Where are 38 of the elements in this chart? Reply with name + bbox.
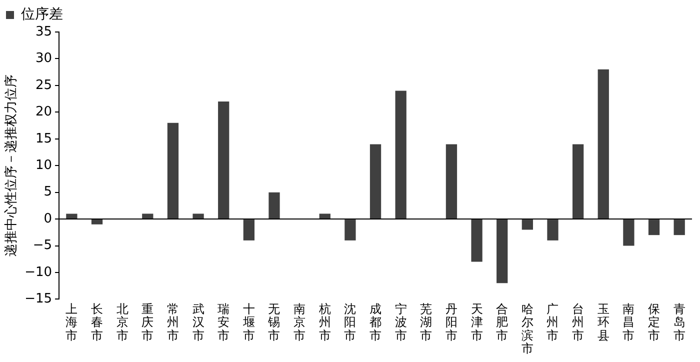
- x-tick-label: 芜湖市: [420, 302, 432, 342]
- x-tick-label: 天津市: [470, 302, 483, 342]
- y-tick-label: 20: [35, 104, 52, 120]
- x-tick-label: 广州市: [546, 302, 559, 342]
- x-tick-label: 无锡市: [267, 302, 280, 342]
- x-tick-label: 宁波市: [394, 302, 407, 342]
- x-tick-label: 台州市: [572, 302, 584, 342]
- y-tick-label: 5: [44, 184, 52, 200]
- y-tick-label: 0: [44, 211, 52, 226]
- y-tick-label: 10: [35, 158, 52, 173]
- x-tick-label: 瑞安市: [218, 302, 230, 342]
- x-tick-label: 上海市: [66, 302, 78, 342]
- x-tick-label: 合肥市: [496, 302, 508, 342]
- y-tick-label: −10: [24, 264, 52, 280]
- x-tick-label: 保定市: [648, 302, 660, 342]
- y-axis-title: 递推中心性位序－递推权力位序: [3, 74, 20, 257]
- x-tick-label: 青岛市: [673, 302, 686, 342]
- x-tick-label: 杭州市: [318, 302, 331, 342]
- y-tick-label: −5: [32, 238, 52, 254]
- x-tick-label: 十堰市: [242, 302, 255, 342]
- legend-label: 位序差: [21, 6, 63, 23]
- x-tick-label: 长春市: [91, 302, 104, 342]
- x-tick-label: 重庆市: [142, 302, 154, 342]
- y-tick-label: 15: [35, 131, 52, 146]
- x-tick-label: 丹阳市: [445, 302, 458, 342]
- x-tick-label: 成都市: [370, 302, 382, 342]
- x-tick-label: 哈尔滨市: [521, 302, 534, 356]
- y-tick-label: −15: [24, 292, 52, 307]
- x-tick-label: 武汉市: [192, 302, 204, 342]
- x-tick-label: 南昌市: [622, 302, 635, 342]
- x-tick-label: 玉环县: [597, 302, 610, 342]
- y-tick-label: 35: [35, 24, 52, 40]
- x-tick-label: 北京市: [116, 302, 128, 342]
- x-tick-label: 南京市: [294, 302, 306, 342]
- x-tick-label: 常州市: [166, 302, 179, 342]
- y-tick-label: 25: [35, 78, 52, 93]
- y-tick-label: 30: [35, 51, 52, 66]
- x-tick-label: 沈阳市: [344, 302, 356, 342]
